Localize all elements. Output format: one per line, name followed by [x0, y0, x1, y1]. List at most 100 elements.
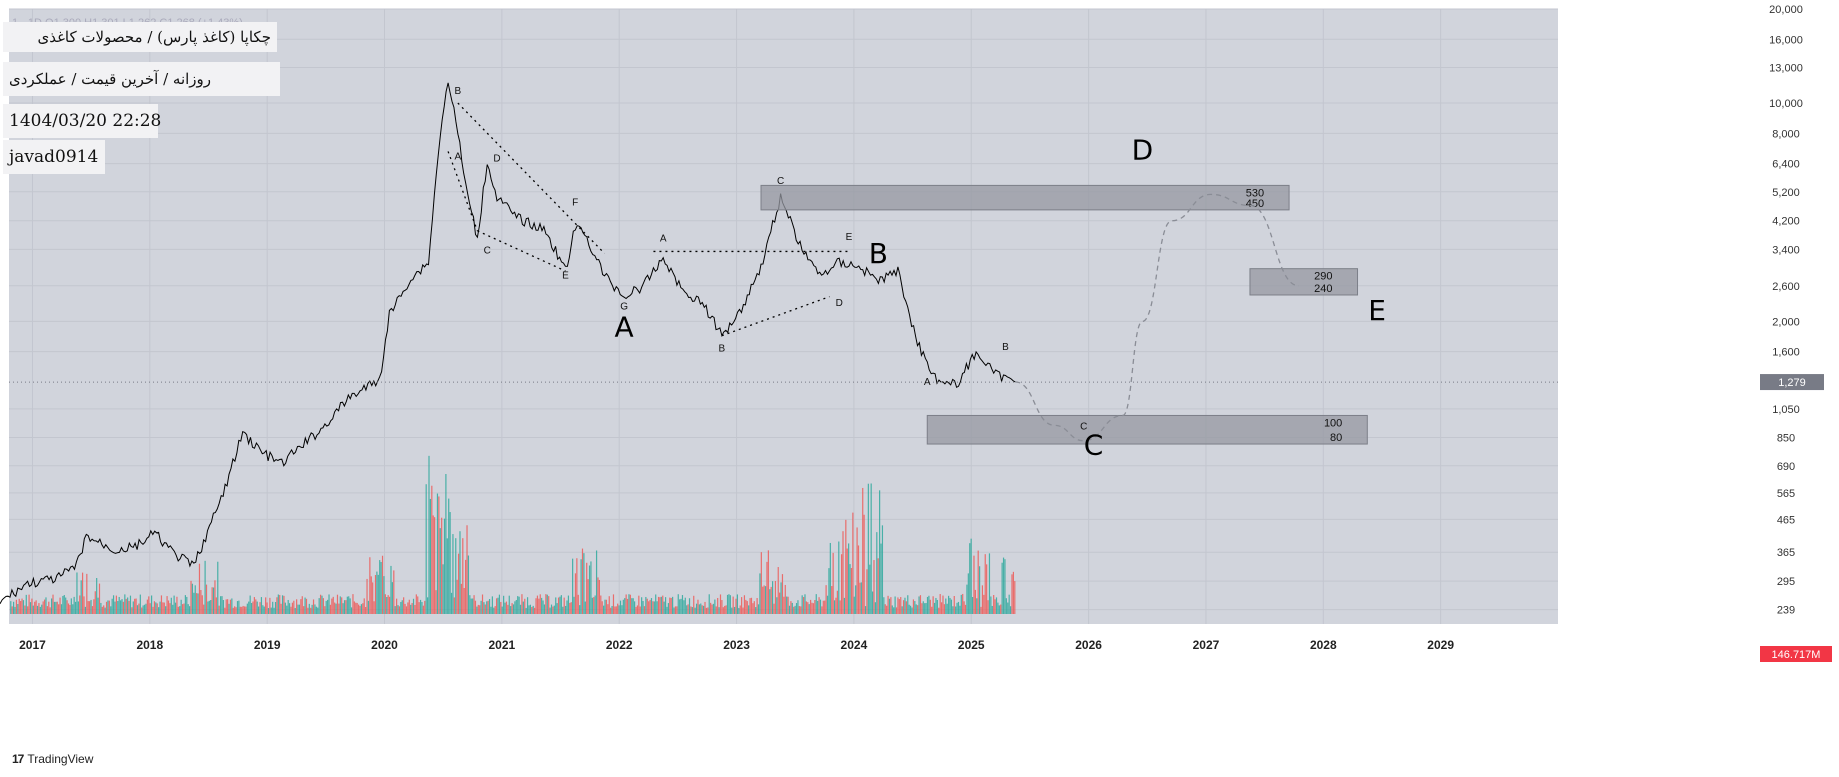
volume-bar [17, 604, 19, 614]
volume-bar [329, 604, 332, 614]
volume-bar [548, 596, 550, 614]
volume-bar [570, 602, 572, 614]
volume-bar [998, 605, 1000, 614]
volume-bar [363, 598, 365, 614]
volume-bar [390, 565, 392, 614]
volume-bar [259, 602, 261, 614]
volume-bar [648, 601, 650, 614]
x-tick-label: 2026 [1075, 638, 1102, 652]
volume-bar [301, 596, 303, 614]
volume-bar [781, 574, 784, 614]
volume-bar [826, 595, 829, 614]
volume-bar [207, 601, 209, 614]
volume-bar [479, 605, 481, 614]
volume-bar [766, 561, 768, 614]
volume-bar [339, 596, 341, 614]
volume-bar [805, 601, 807, 614]
volume-bar [521, 594, 523, 614]
volume-bar [136, 605, 139, 614]
volume-bar [817, 600, 819, 614]
volume-bar [297, 604, 299, 614]
y-tick-label: 1,050 [1772, 404, 1800, 416]
volume-bar [472, 598, 474, 614]
volume-bar [752, 603, 754, 614]
volume-bar [46, 606, 48, 614]
volume-bar [795, 603, 798, 614]
volume-bar [438, 496, 440, 614]
volume-bar [239, 606, 241, 614]
volume-bar [964, 604, 967, 614]
volume-bar [584, 601, 586, 614]
volume-bar [25, 594, 27, 614]
volume-bar [877, 558, 879, 614]
volume-bar [139, 594, 141, 614]
volume-bar [350, 607, 353, 614]
volume-bar [879, 490, 881, 614]
volume-bar [676, 606, 678, 614]
volume-bar [422, 605, 424, 614]
volume-bar [946, 603, 948, 614]
volume-bar [814, 600, 816, 614]
volume-bar [549, 607, 551, 614]
volume-bar [553, 605, 555, 614]
volume-bar [191, 583, 194, 614]
volume-bar [694, 607, 696, 614]
volume-bar [866, 569, 868, 614]
volume-bar [67, 603, 70, 614]
volume-bar [622, 599, 624, 614]
volume-bar [481, 594, 484, 614]
volume-bar [138, 603, 140, 614]
volume-bar [473, 595, 475, 614]
volume-bar [831, 586, 833, 614]
volume-bar [111, 598, 113, 614]
volume-bar [718, 607, 720, 614]
volume-bar [619, 600, 622, 614]
volume-bar [976, 598, 978, 614]
volume-bar [183, 603, 185, 614]
volume-bar [517, 596, 519, 614]
tradingview-brand-label: TradingView [27, 752, 94, 766]
volume-bar [581, 548, 584, 614]
volume-bar [162, 602, 164, 614]
volume-bar [291, 602, 294, 614]
volume-bar [252, 601, 254, 614]
volume-bar [656, 601, 658, 614]
volume-bar [894, 596, 896, 614]
volume-bar [763, 585, 765, 614]
volume-bar [403, 597, 405, 614]
volume-bar [322, 598, 324, 614]
volume-bar [580, 559, 582, 614]
volume-bar [514, 601, 516, 614]
volume-bar [895, 607, 898, 614]
volume-bar [167, 600, 170, 614]
volume-bar [434, 517, 436, 614]
volume-bar [256, 601, 258, 614]
volume-bar [125, 598, 127, 614]
volume-bar [84, 606, 87, 614]
wave-label-major: C [1084, 428, 1104, 461]
volume-bar [536, 595, 539, 614]
volume-bar [498, 594, 501, 614]
volume-bar [715, 606, 717, 614]
volume-bar [822, 600, 824, 614]
volume-bar [204, 560, 206, 614]
volume-bar [232, 607, 234, 614]
volume-bar [773, 603, 775, 614]
volume-bar [810, 599, 812, 614]
volume-bar [917, 605, 919, 614]
volume-bar [383, 576, 385, 614]
volume-bar [501, 606, 503, 614]
volume-bar [577, 594, 579, 614]
volume-bar [655, 594, 657, 614]
last-price-label: 1,279 [1778, 377, 1806, 389]
volume-bar [769, 589, 771, 614]
volume-bar [250, 602, 253, 614]
x-tick-label: 2024 [841, 638, 868, 652]
volume-bar [12, 601, 15, 614]
volume-bar [152, 606, 154, 614]
volume-bar [258, 606, 260, 614]
tradingview-brand[interactable]: 17 TradingView [12, 752, 93, 766]
volume-bar [212, 587, 215, 614]
volume-bar [163, 602, 165, 614]
